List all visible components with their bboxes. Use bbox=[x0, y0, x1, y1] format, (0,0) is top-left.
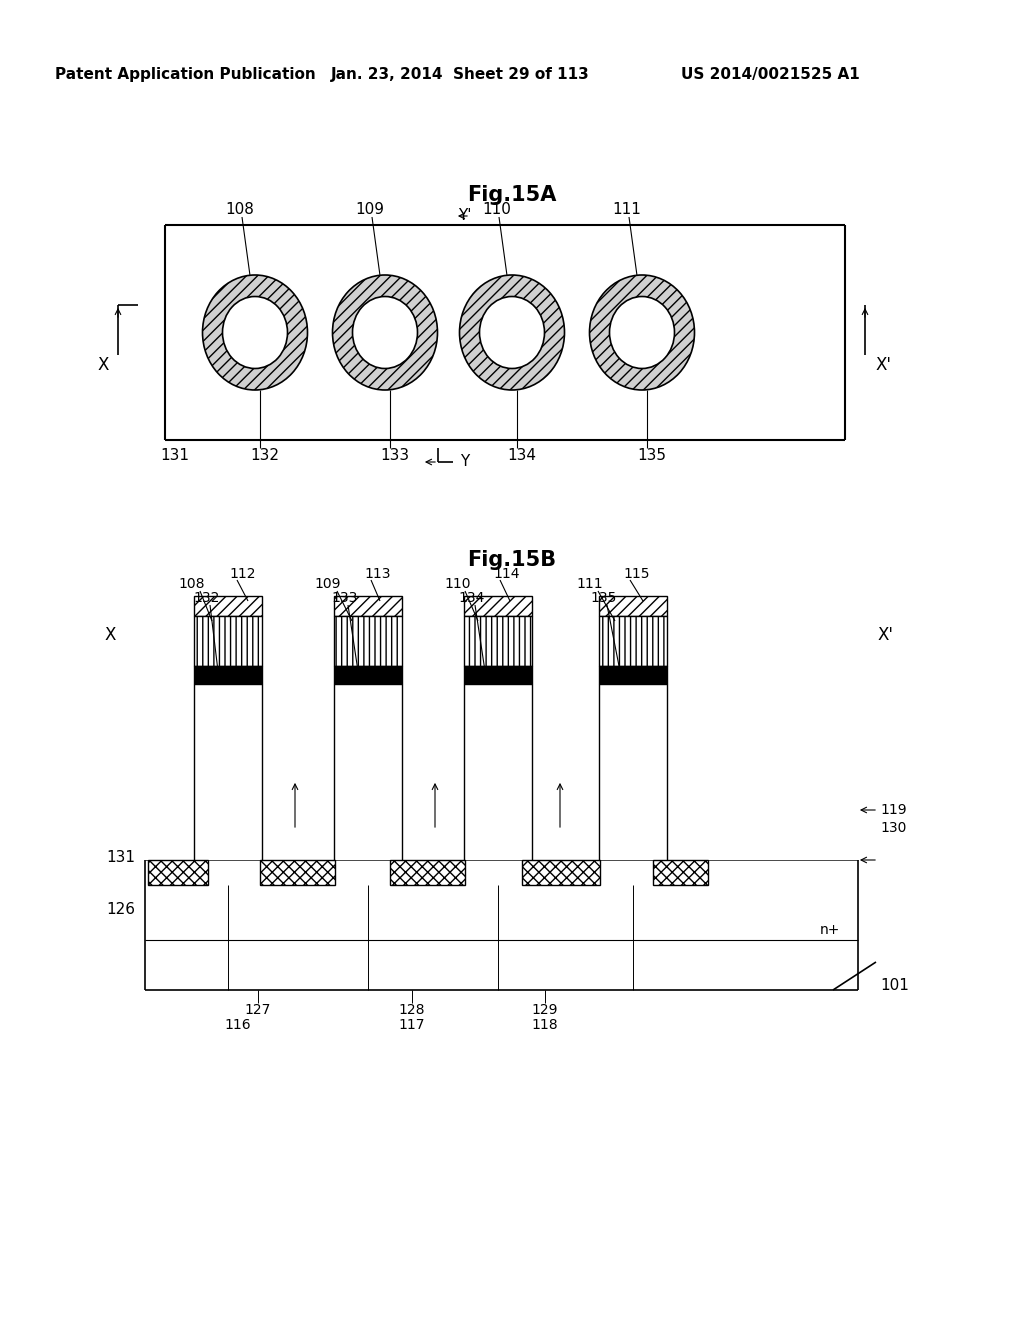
Text: 113: 113 bbox=[365, 568, 391, 581]
Text: 130: 130 bbox=[880, 821, 906, 836]
Text: 108: 108 bbox=[179, 577, 205, 591]
Bar bbox=[194, 667, 262, 684]
Bar bbox=[464, 616, 532, 667]
Text: 127: 127 bbox=[245, 1003, 271, 1016]
Text: 114: 114 bbox=[494, 568, 520, 581]
Bar bbox=[653, 861, 708, 884]
Text: 108: 108 bbox=[225, 202, 254, 218]
Text: 109: 109 bbox=[314, 577, 341, 591]
Text: 131: 131 bbox=[106, 850, 135, 866]
Bar bbox=[599, 597, 667, 616]
Text: 134: 134 bbox=[508, 447, 537, 462]
Ellipse shape bbox=[203, 275, 307, 389]
Text: 112: 112 bbox=[229, 568, 256, 581]
Ellipse shape bbox=[352, 297, 418, 368]
Bar bbox=[194, 616, 262, 667]
Text: X': X' bbox=[877, 626, 893, 644]
Bar bbox=[390, 861, 465, 884]
Text: n+: n+ bbox=[820, 923, 841, 937]
Text: 111: 111 bbox=[577, 577, 603, 591]
Text: 135: 135 bbox=[591, 591, 617, 605]
Bar bbox=[260, 861, 335, 884]
Bar bbox=[522, 861, 600, 884]
Text: 133: 133 bbox=[332, 591, 358, 605]
Bar bbox=[148, 861, 208, 884]
Text: 134: 134 bbox=[459, 591, 485, 605]
Ellipse shape bbox=[479, 297, 545, 368]
Text: 117: 117 bbox=[398, 1018, 425, 1032]
Ellipse shape bbox=[590, 275, 694, 389]
Text: 133: 133 bbox=[381, 447, 410, 462]
Text: X: X bbox=[97, 356, 109, 374]
Text: Patent Application Publication: Patent Application Publication bbox=[54, 67, 315, 82]
Text: 101: 101 bbox=[880, 978, 909, 993]
Bar bbox=[464, 667, 532, 684]
Text: 110: 110 bbox=[482, 202, 511, 218]
Text: 131: 131 bbox=[161, 449, 189, 463]
Bar bbox=[334, 616, 402, 667]
Ellipse shape bbox=[333, 275, 437, 389]
Text: 128: 128 bbox=[398, 1003, 425, 1016]
Text: US 2014/0021525 A1: US 2014/0021525 A1 bbox=[681, 67, 859, 82]
Text: 118: 118 bbox=[531, 1018, 558, 1032]
Ellipse shape bbox=[222, 297, 288, 368]
Text: 132: 132 bbox=[194, 591, 220, 605]
Bar bbox=[599, 616, 667, 667]
Text: X: X bbox=[104, 626, 116, 644]
Bar bbox=[599, 667, 667, 684]
Text: 129: 129 bbox=[531, 1003, 558, 1016]
Text: 110: 110 bbox=[444, 577, 471, 591]
Text: Fig.15A: Fig.15A bbox=[467, 185, 557, 205]
Text: Jan. 23, 2014  Sheet 29 of 113: Jan. 23, 2014 Sheet 29 of 113 bbox=[331, 67, 590, 82]
Ellipse shape bbox=[609, 297, 675, 368]
Text: 132: 132 bbox=[251, 447, 280, 462]
Text: X': X' bbox=[874, 356, 891, 374]
Bar bbox=[334, 597, 402, 616]
Text: Y': Y' bbox=[459, 209, 472, 223]
Bar bbox=[464, 597, 532, 616]
Text: 111: 111 bbox=[612, 202, 641, 218]
Text: 126: 126 bbox=[106, 903, 135, 917]
Text: 109: 109 bbox=[355, 202, 384, 218]
Ellipse shape bbox=[460, 275, 564, 389]
Text: Y: Y bbox=[461, 454, 470, 470]
Text: Fig.15B: Fig.15B bbox=[467, 550, 557, 570]
Bar bbox=[334, 667, 402, 684]
Text: 115: 115 bbox=[624, 568, 650, 581]
Bar bbox=[194, 597, 262, 616]
Text: 116: 116 bbox=[224, 1018, 251, 1032]
Text: 135: 135 bbox=[638, 447, 667, 462]
Text: 119: 119 bbox=[880, 803, 906, 817]
